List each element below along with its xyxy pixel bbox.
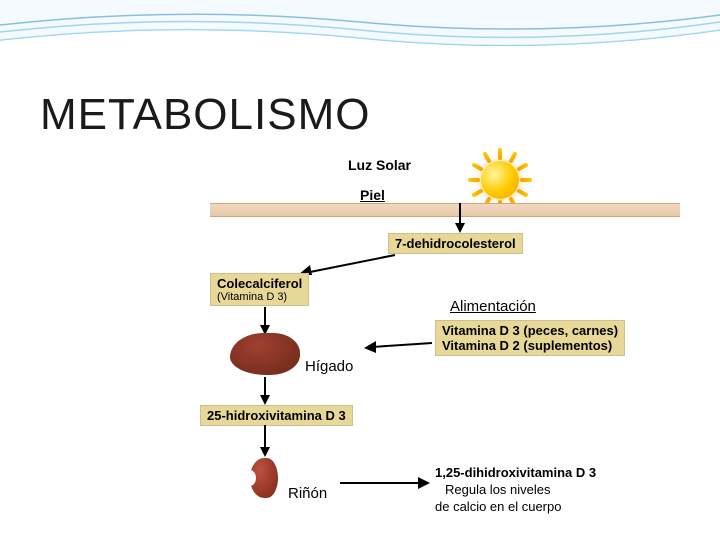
- step2-box: Colecalciferol (Vitamina D 3): [210, 273, 309, 306]
- arrow-step3-to-kidney: [255, 425, 275, 457]
- final-sub1: Regula los niveles: [435, 482, 596, 499]
- arrow-step2-to-liver: [255, 307, 275, 335]
- skin-label: Piel: [360, 187, 385, 203]
- diet-header: Alimentación: [450, 298, 536, 315]
- header-wave: [0, 0, 720, 70]
- kidney-icon: [250, 458, 278, 498]
- liver-icon: [230, 333, 300, 375]
- final-sub2: de calcio en el cuerpo: [435, 499, 596, 516]
- skin-layer: [210, 203, 680, 217]
- arrow-diet-to-liver: [360, 335, 435, 355]
- kidney-label: Riñón: [288, 485, 327, 502]
- slide-title: METABOLISMO: [40, 90, 370, 140]
- step2-main: Colecalciferol: [217, 276, 302, 291]
- diet-box: Vitamina D 3 (peces, carnes) Vitamina D …: [435, 320, 625, 356]
- step1-box: 7-dehidrocolesterol: [388, 233, 523, 254]
- metabolism-diagram: Luz Solar Piel 7-dehidrocolesterol Colec…: [200, 155, 690, 525]
- step2-sub: (Vitamina D 3): [217, 291, 302, 303]
- sun-label: Luz Solar: [348, 157, 411, 173]
- step3-box: 25-hidroxivitamina D 3: [200, 405, 353, 426]
- liver-label: Hígado: [305, 358, 353, 375]
- final-block: 1,25-dihidroxivitamina D 3 Regula los ni…: [435, 465, 596, 516]
- sun-icon: [470, 150, 530, 210]
- diet-line1: Vitamina D 3 (peces, carnes): [442, 323, 618, 338]
- arrow-sun-to-step1: [450, 203, 470, 233]
- arrow-kidney-to-final: [338, 473, 433, 493]
- arrow-liver-to-step3: [255, 377, 275, 405]
- final-main: 1,25-dihidroxivitamina D 3: [435, 465, 596, 482]
- diet-line2: Vitamina D 2 (suplementos): [442, 338, 618, 353]
